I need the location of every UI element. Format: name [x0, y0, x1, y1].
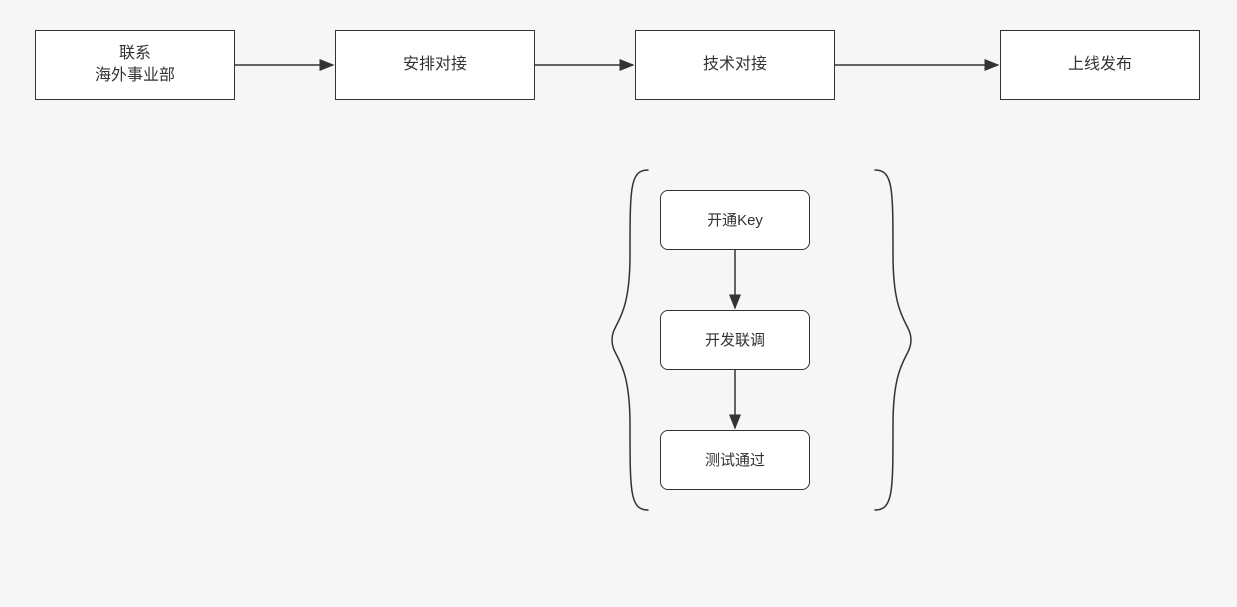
flow-node-s2: 开发联调 — [660, 310, 810, 370]
brace-right — [875, 170, 911, 510]
node-label: 上线发布 — [1068, 54, 1132, 76]
node-label: 技术对接 — [703, 54, 767, 76]
flow-node-n2: 安排对接 — [335, 30, 535, 100]
flowchart-canvas: 联系 海外事业部 安排对接 技术对接 上线发布开通Key 开发联调测试通过 — [0, 0, 1237, 607]
brace-left — [612, 170, 648, 510]
node-label: 开通Key — [707, 210, 763, 231]
flow-node-s1: 开通Key — [660, 190, 810, 250]
node-label: 安排对接 — [403, 54, 467, 76]
node-label: 联系 海外事业部 — [95, 43, 175, 88]
node-label: 开发联调 — [705, 330, 765, 351]
node-label: 测试通过 — [705, 450, 765, 471]
flow-node-n1: 联系 海外事业部 — [35, 30, 235, 100]
flow-node-n4: 上线发布 — [1000, 30, 1200, 100]
flow-node-n3: 技术对接 — [635, 30, 835, 100]
flow-node-s3: 测试通过 — [660, 430, 810, 490]
